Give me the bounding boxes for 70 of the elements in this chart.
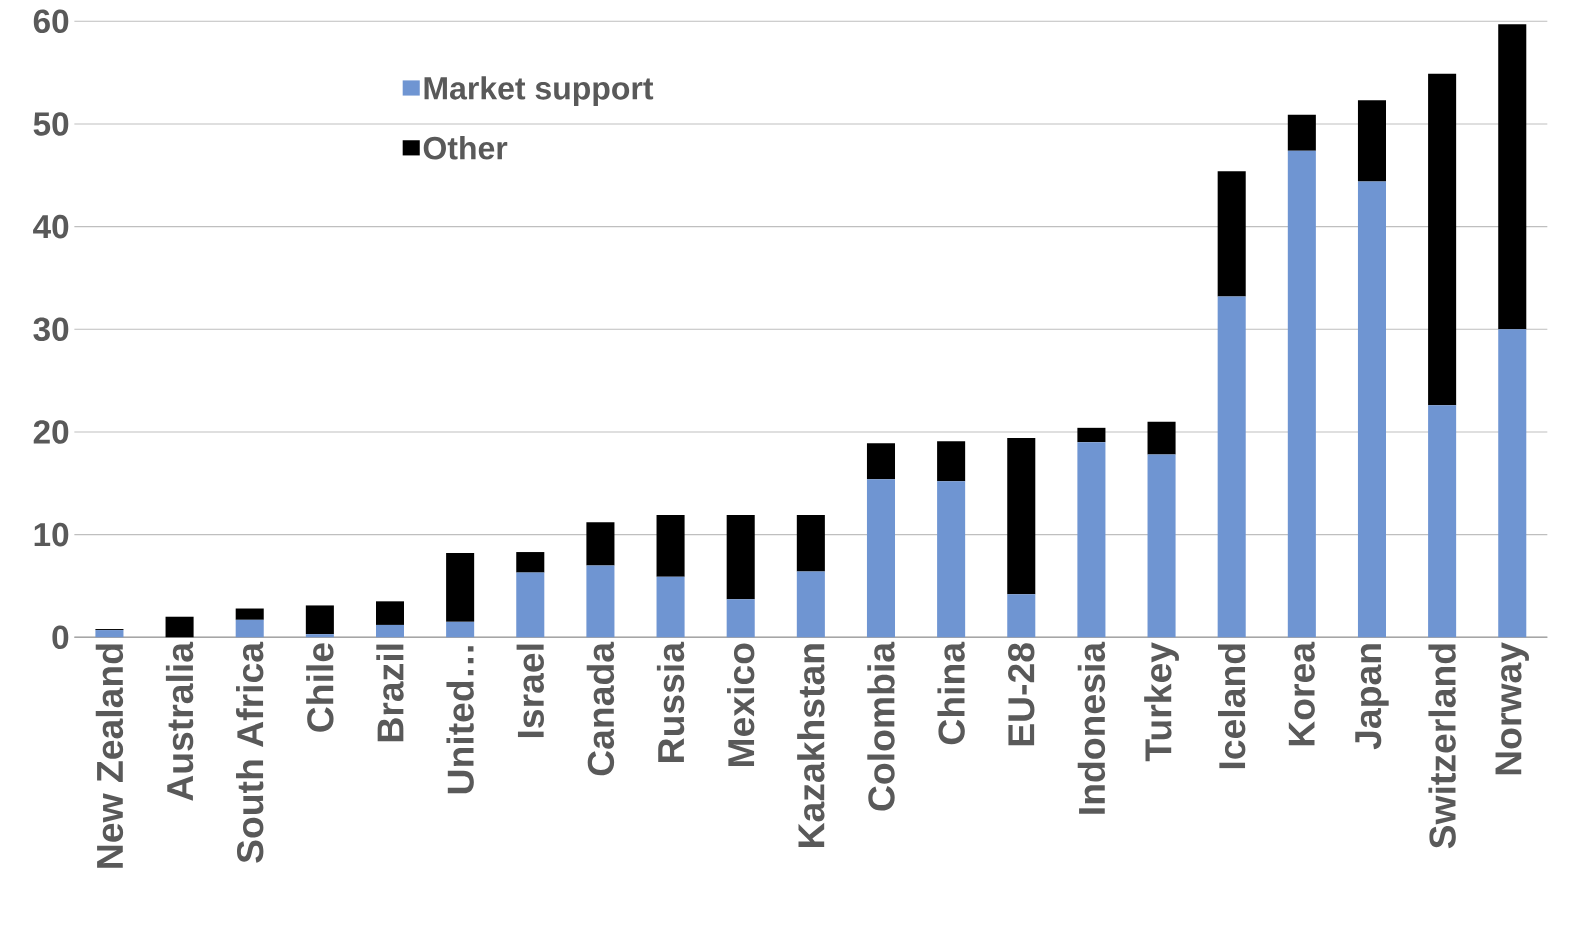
bar (235, 608, 264, 620)
bar (305, 605, 334, 635)
bar (516, 572, 545, 638)
x-tick-label: Iceland (1218, 644, 1246, 769)
x-tick-label: Russia (656, 641, 685, 762)
bar (1007, 438, 1036, 595)
bar (937, 441, 966, 482)
bar (1007, 594, 1036, 638)
x-tick-label: Israel (516, 644, 544, 738)
bar (1147, 421, 1176, 455)
bar (1428, 405, 1457, 638)
bar (866, 443, 896, 480)
bar (586, 565, 615, 638)
bar (796, 571, 825, 638)
x-tick-label: Norway (1495, 642, 1529, 775)
x-tick-label: Switzerland (1428, 644, 1456, 849)
bar (726, 599, 755, 638)
x-tick-label: Korea (1288, 641, 1315, 746)
legend-label: Other (423, 136, 508, 160)
bar (95, 630, 124, 638)
y-tick-label: 0 (52, 625, 69, 650)
x-tick-label: Japan (1355, 644, 1389, 750)
x-tick-label: Colombia (867, 641, 895, 811)
bar (726, 515, 755, 600)
bar (375, 601, 405, 625)
y-tick-label: 50 (33, 112, 69, 136)
bar (1498, 24, 1527, 330)
legend-label: Market support (424, 76, 654, 106)
bar (446, 553, 475, 622)
x-tick-label: Indonesia (1077, 641, 1106, 814)
y-tick-label: 40 (33, 214, 69, 239)
bar (1357, 100, 1387, 182)
x-tick-label: Turkey (1144, 642, 1179, 762)
bar (446, 621, 475, 638)
x-tick-label: EU-28 (1008, 643, 1035, 746)
bar (656, 515, 685, 577)
bar (1077, 442, 1106, 638)
bar (1287, 114, 1316, 151)
x-tick-label: Kazakhstan (797, 644, 825, 847)
y-tick-label: 30 (33, 317, 69, 342)
bar (937, 481, 966, 638)
bar (165, 616, 194, 638)
x-tick-label: Brazil (376, 644, 404, 742)
x-tick-label: Chile (306, 643, 334, 732)
bar (1428, 73, 1457, 406)
bar (656, 576, 685, 638)
bar (516, 552, 545, 573)
x-tick-label: Australia (165, 641, 194, 801)
y-tick-label: 60 (33, 9, 69, 34)
bar (235, 619, 264, 638)
bar (796, 515, 825, 572)
bar (586, 522, 615, 566)
bar (1357, 181, 1387, 638)
y-tick-label: 20 (33, 420, 69, 444)
bar (1287, 150, 1316, 638)
x-tick-label: New Zealand (95, 644, 124, 868)
bar (866, 479, 896, 638)
x-tick-label: South Africa (236, 641, 264, 863)
bar (1077, 427, 1106, 443)
bar (1217, 171, 1246, 297)
x-tick-label: Mexico (727, 643, 755, 767)
y-tick-label: 10 (34, 522, 69, 547)
x-tick-label: Canada (586, 641, 615, 776)
bar (305, 634, 334, 638)
bar (1498, 329, 1527, 638)
bar (1217, 296, 1246, 638)
x-tick-label: China (937, 641, 965, 745)
bar (375, 624, 405, 638)
bar (1147, 454, 1176, 638)
x-tick-label: United… (446, 646, 474, 794)
